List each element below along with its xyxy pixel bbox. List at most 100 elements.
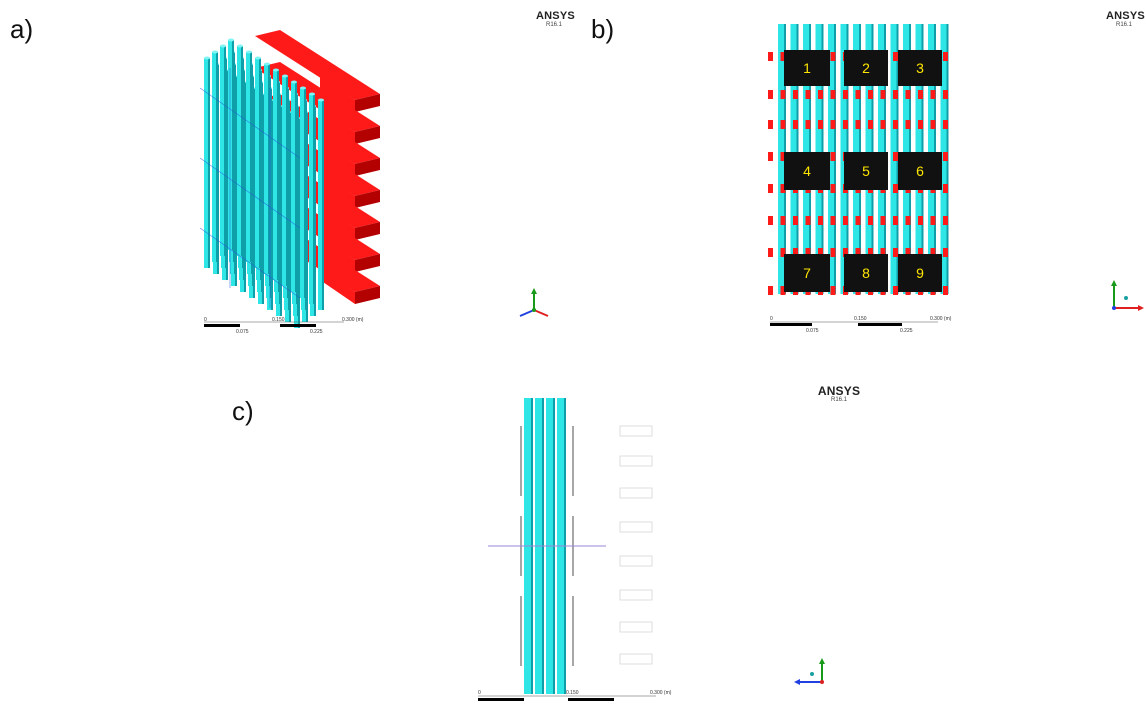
measurement-block: 8 <box>844 254 888 292</box>
ansys-logo-c: ANSYS R16.1 <box>816 385 862 403</box>
scale-tick: 0.225 <box>900 328 913 334</box>
duct-segment <box>805 248 811 257</box>
measurement-block: 9 <box>898 254 942 292</box>
duct-segment <box>943 216 948 225</box>
block-number: 9 <box>916 265 924 281</box>
axis-triad-icon <box>1111 280 1144 311</box>
block-number: 4 <box>803 163 811 179</box>
duct-segment <box>843 248 848 257</box>
duct-segment <box>830 52 836 61</box>
block-number: 3 <box>916 60 924 76</box>
block-number: 8 <box>862 265 870 281</box>
duct-segment <box>830 120 836 129</box>
axis-triad-icon <box>519 288 549 317</box>
duct-segment <box>830 90 836 99</box>
duct-segment <box>893 216 898 225</box>
tube <box>282 74 288 286</box>
scale-bar-b: 0 0.150 0.300 (m) 0.075 0.225 <box>770 316 952 334</box>
duct-segment <box>780 152 786 161</box>
scale-tick: 0.150 <box>854 316 867 322</box>
ansys-brand-name: ANSYS <box>817 384 861 398</box>
panel-label-c: c) <box>232 396 254 426</box>
duct-segment <box>943 52 948 61</box>
block-number: 5 <box>862 163 870 179</box>
ansys-logo-b: ANSYS R16.1 <box>1106 10 1145 29</box>
duct-segment <box>793 216 798 225</box>
measurement-block: 5 <box>844 152 888 190</box>
duct-segment <box>780 248 786 257</box>
tube <box>264 62 270 274</box>
duct-segment <box>918 248 923 257</box>
scale-tick: 0.150 <box>566 690 579 696</box>
measurement-block: 1 <box>784 50 830 86</box>
scale-tick: 0 <box>204 317 207 323</box>
duct-segment <box>868 216 873 225</box>
duct-segment <box>805 90 811 99</box>
measurement-block: 4 <box>784 152 830 190</box>
duct-segment <box>780 286 786 295</box>
duct-outline <box>619 455 653 467</box>
ansys-brand-version: R16.1 <box>830 397 847 403</box>
duct-segment <box>893 90 898 99</box>
scale-tick: 0.075 <box>236 329 249 335</box>
duct-segment <box>855 90 861 99</box>
duct-segment <box>768 152 773 161</box>
panel-b-front-view: 1 2 3 4 5 6 7 8 9 0 0.150 0.300 (m) 0.075 0.225 <box>768 24 952 334</box>
tube <box>228 38 234 250</box>
panel-a-isometric-view: 0 0.150 0.300 (m) 0.075 0.225 <box>199 30 380 335</box>
duct-segment <box>930 120 936 129</box>
duct-segment <box>893 120 898 129</box>
duct-segment <box>943 248 948 257</box>
ansys-brand-version: R16.1 <box>1115 22 1132 28</box>
duct-segment <box>855 248 861 257</box>
duct-segment <box>880 120 886 129</box>
duct-segment <box>768 120 773 129</box>
scale-tick: 0.300 (m) <box>650 690 672 696</box>
duct-segment <box>843 216 848 225</box>
axis-triad-icon <box>794 658 825 685</box>
duct-segment <box>880 216 886 225</box>
wireframe-lines <box>199 68 301 308</box>
duct-outline <box>619 487 653 499</box>
tube <box>300 86 306 298</box>
tube <box>237 44 243 256</box>
duct-outline <box>619 589 653 601</box>
tube <box>246 50 252 262</box>
duct-outline <box>619 425 653 437</box>
ansys-brand-name: ANSYS <box>536 10 575 22</box>
duct-segment <box>805 120 811 129</box>
scale-tick: 0.300 (m) <box>342 317 364 323</box>
duct-outlines <box>619 425 653 665</box>
measurement-block: 6 <box>898 152 942 190</box>
duct-segment <box>855 120 861 129</box>
block-number: 6 <box>916 163 924 179</box>
duct-segment <box>843 90 848 99</box>
duct-segment <box>930 90 936 99</box>
ansys-brand-name: ANSYS <box>1106 10 1145 22</box>
scale-bar-c: 0 0.150 0.300 (m) <box>478 690 672 701</box>
tube <box>318 98 324 310</box>
tube <box>273 68 279 280</box>
scale-tick: 0.300 (m) <box>930 316 952 322</box>
tube <box>212 50 218 262</box>
duct-segment <box>818 120 823 129</box>
duct-segment <box>918 216 923 225</box>
duct-segment <box>780 216 786 225</box>
duct-segment <box>768 184 773 193</box>
duct-segment <box>780 184 786 193</box>
duct-segment <box>918 120 923 129</box>
duct-segment <box>818 248 823 257</box>
duct-segment <box>768 286 773 295</box>
duct-segment <box>830 216 836 225</box>
duct-outline <box>619 653 653 665</box>
duct-segment <box>768 90 773 99</box>
duct-segment <box>893 248 898 257</box>
duct-segment <box>868 120 873 129</box>
duct-outline <box>619 621 653 633</box>
duct-segment <box>880 248 886 257</box>
duct-segment <box>905 90 911 99</box>
duct-segment <box>843 120 848 129</box>
tube <box>255 56 261 268</box>
duct-segment <box>768 52 773 61</box>
measurement-block: 7 <box>784 254 830 292</box>
